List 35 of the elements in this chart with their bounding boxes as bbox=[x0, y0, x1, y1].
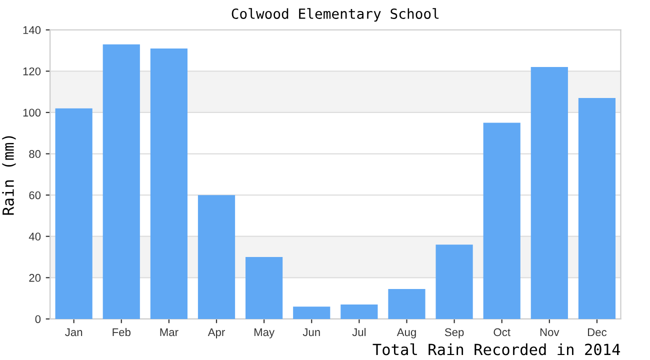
bar bbox=[55, 108, 92, 319]
y-tick-label: 20 bbox=[29, 274, 41, 282]
y-tick-label: 120 bbox=[23, 67, 41, 76]
y-tick-label: 60 bbox=[29, 191, 41, 200]
x-tick-label: Apr bbox=[208, 328, 225, 338]
bar bbox=[246, 257, 283, 319]
y-axis-title: Rain (mm) bbox=[2, 136, 16, 215]
x-tick-label: Mar bbox=[160, 328, 178, 336]
x-tick-label: Dec bbox=[588, 328, 607, 336]
chart-title: Colwood Elementary School bbox=[232, 8, 439, 22]
y-tick-label: 0 bbox=[35, 315, 41, 324]
bar bbox=[483, 122, 520, 319]
bar bbox=[293, 306, 330, 319]
x-tick-label: Nov bbox=[540, 328, 560, 336]
x-tick-label: Jul bbox=[352, 328, 366, 336]
bar bbox=[436, 244, 473, 319]
x-tick-label: Jun bbox=[302, 328, 320, 336]
x-tick-label: May bbox=[254, 328, 275, 338]
bar bbox=[340, 304, 378, 319]
y-tick-label: 40 bbox=[28, 232, 41, 240]
text: Total Rain Recorded in 2014 bbox=[372, 343, 620, 356]
y-tick-label: 80 bbox=[29, 150, 41, 158]
x-tick-label: Sep bbox=[444, 328, 464, 338]
bar bbox=[198, 195, 236, 319]
x-tick-label: Oct bbox=[494, 328, 510, 336]
bar bbox=[150, 48, 188, 319]
y-tick-label: 100 bbox=[23, 108, 41, 117]
bar bbox=[102, 44, 140, 319]
y-tick-label: 140 bbox=[23, 26, 41, 34]
x-tick-label: Aug bbox=[396, 328, 416, 338]
x-tick-label: Feb bbox=[112, 328, 130, 336]
bar bbox=[388, 289, 426, 319]
bar bbox=[530, 67, 568, 319]
x-tick-label: Jan bbox=[65, 328, 82, 336]
bar bbox=[578, 98, 616, 319]
